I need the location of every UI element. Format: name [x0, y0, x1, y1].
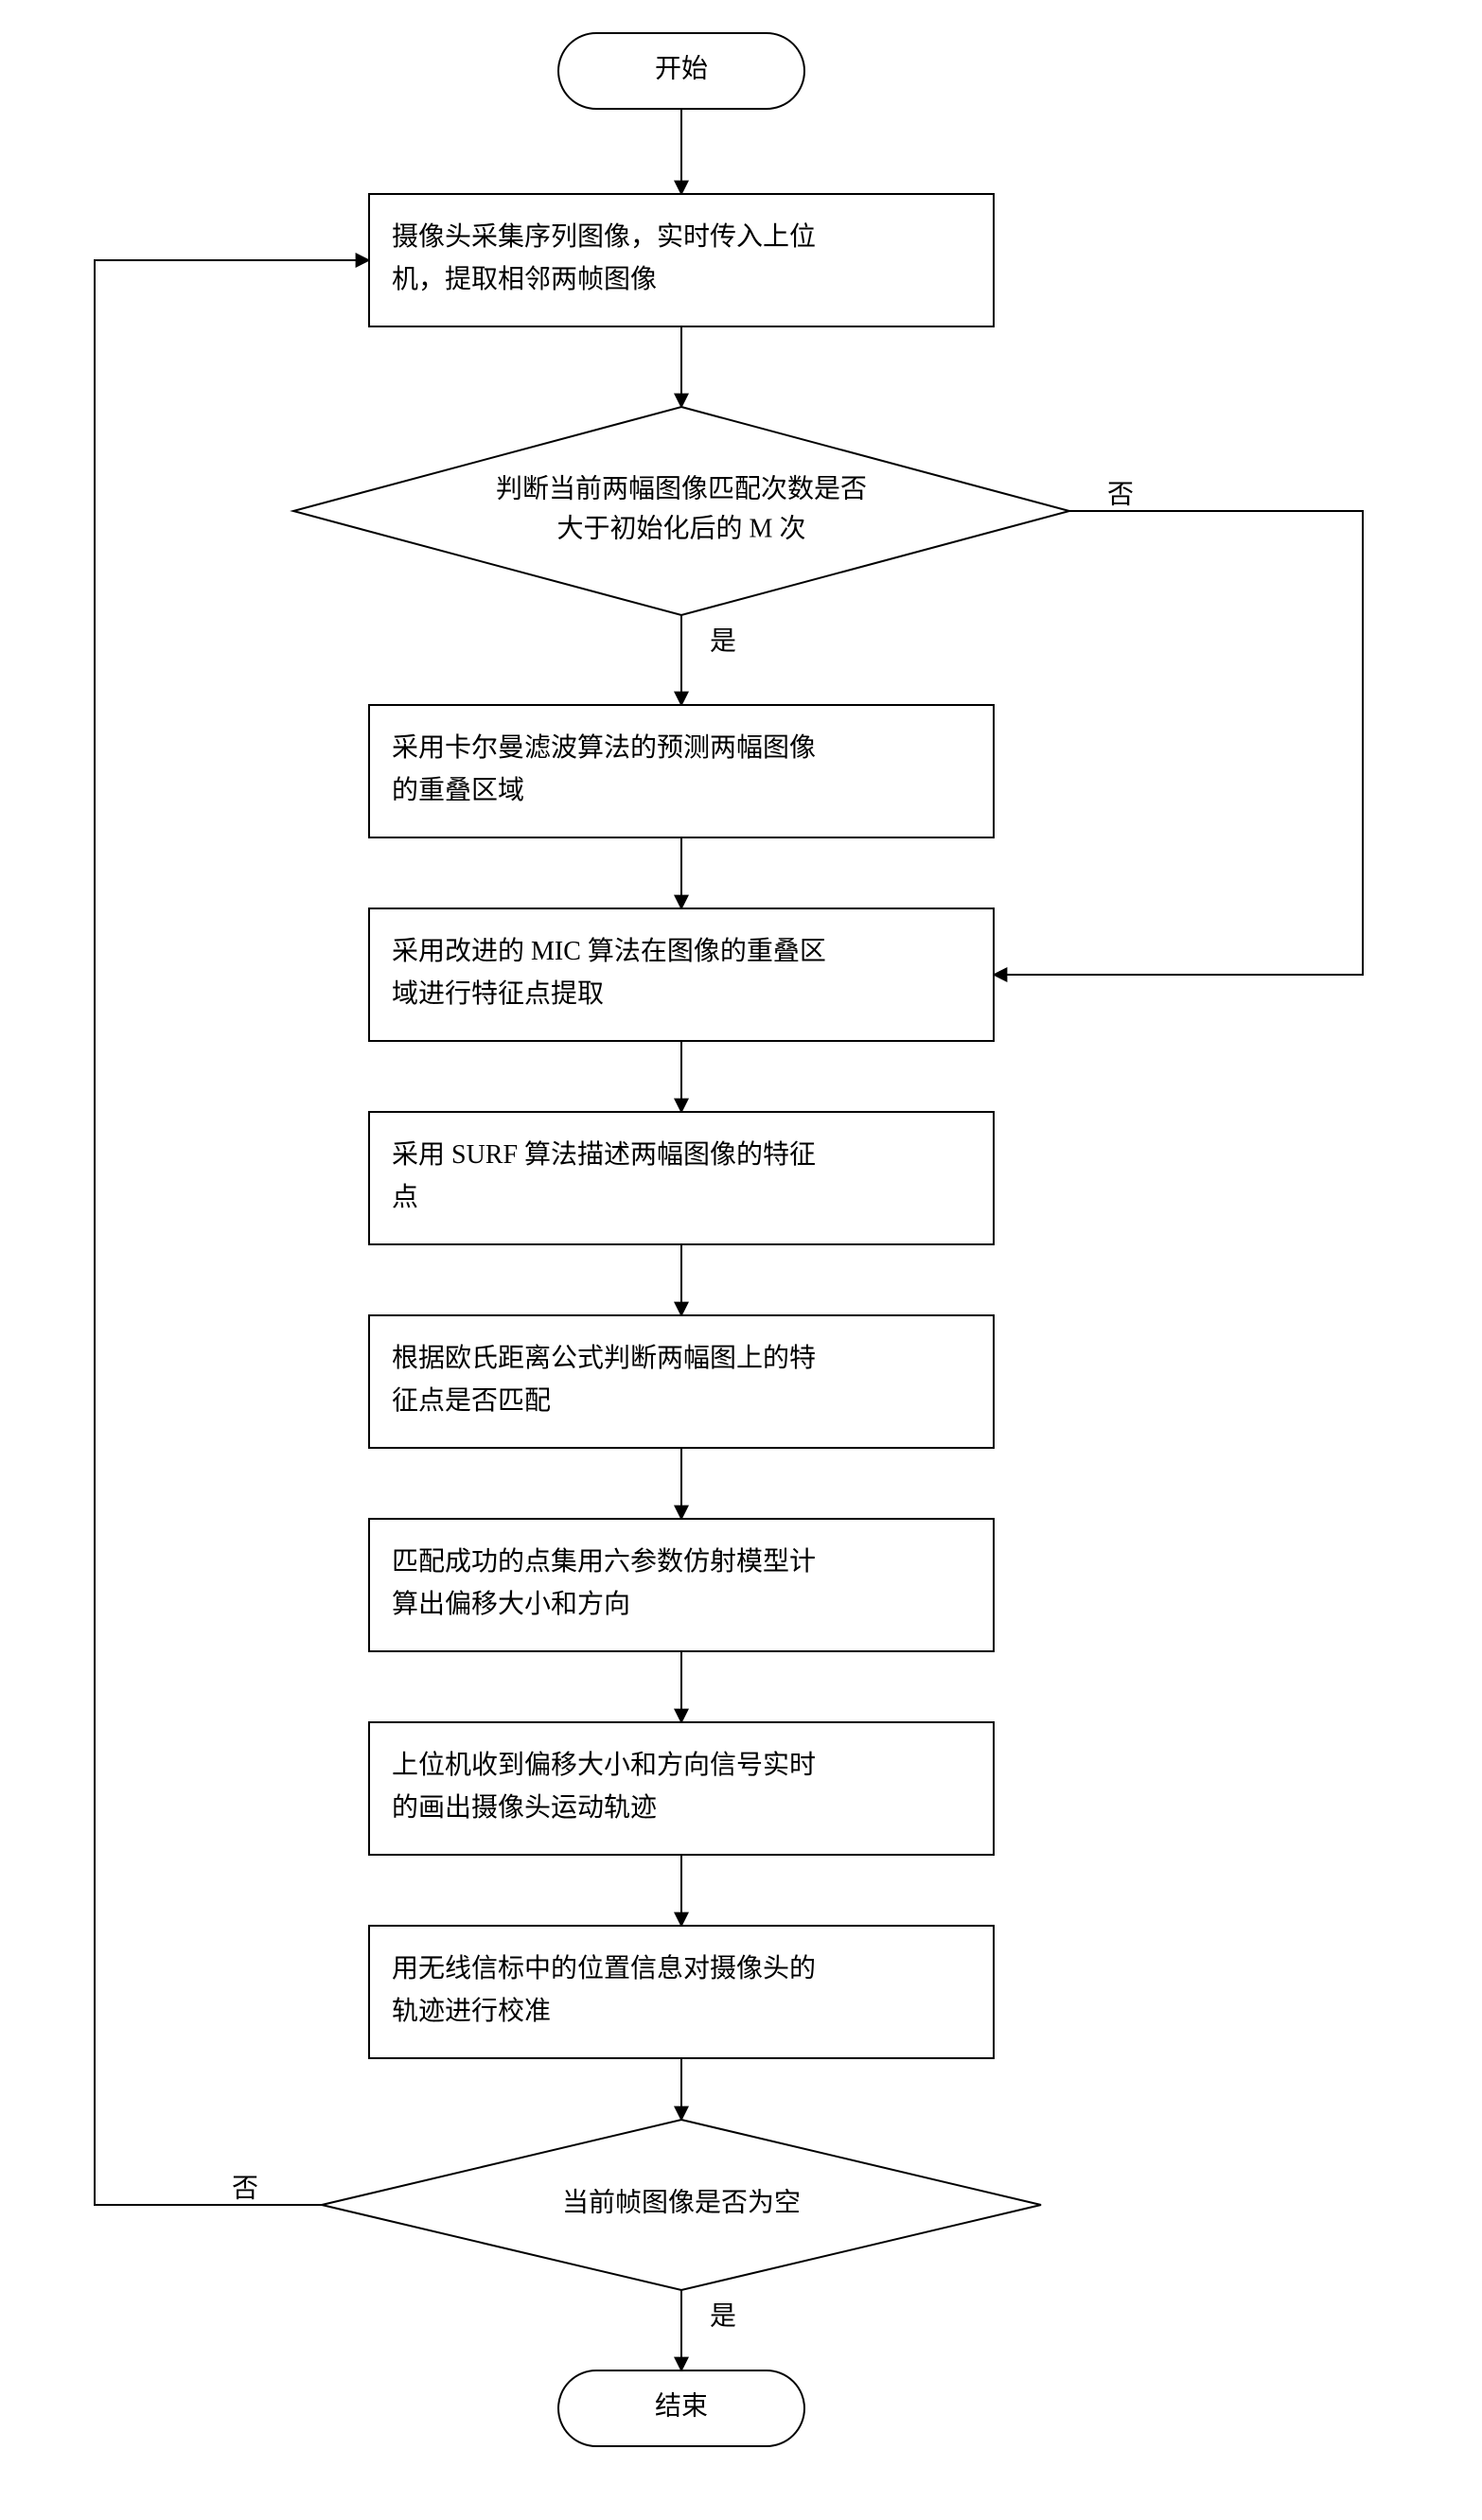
node-n7: 上位机收到偏移大小和方向信号实时的画出摄像头运动轨迹	[369, 1722, 994, 1855]
edge-label: 是	[710, 626, 736, 656]
svg-text:的画出摄像头运动轨迹: 的画出摄像头运动轨迹	[392, 1792, 657, 1823]
svg-text:判断当前两幅图像匹配次数是否: 判断当前两幅图像匹配次数是否	[496, 473, 867, 503]
node-d2: 当前帧图像是否为空	[322, 2120, 1041, 2290]
node-n3: 采用改进的 MIC 算法在图像的重叠区域进行特征点提取	[369, 908, 994, 1041]
edge-d2-n1	[95, 260, 369, 2205]
node-n8: 用无线信标中的位置信息对摄像头的轨迹进行校准	[369, 1926, 994, 2058]
svg-text:点: 点	[392, 1183, 418, 1212]
node-n5: 根据欧氏距离公式判断两幅图上的特征点是否匹配	[369, 1315, 994, 1448]
svg-text:域进行特征点提取: 域进行特征点提取	[392, 978, 604, 1009]
svg-text:匹配成功的点集用六参数仿射模型计: 匹配成功的点集用六参数仿射模型计	[392, 1546, 816, 1577]
edge-label: 否	[232, 2174, 258, 2203]
node-n6: 匹配成功的点集用六参数仿射模型计算出偏移大小和方向	[369, 1519, 994, 1651]
node-n1: 摄像头采集序列图像，实时传入上位机，提取相邻两帧图像	[369, 194, 994, 326]
svg-text:摄像头采集序列图像，实时传入上位: 摄像头采集序列图像，实时传入上位	[392, 221, 816, 252]
edge-d1-n3	[994, 511, 1363, 975]
svg-text:当前帧图像是否为空: 当前帧图像是否为空	[562, 2187, 801, 2217]
svg-text:结束: 结束	[655, 2390, 708, 2421]
node-n2: 采用卡尔曼滤波算法的预测两幅图像的重叠区域	[369, 705, 994, 837]
node-end: 结束	[558, 2370, 804, 2446]
svg-text:采用 SURF 算法描述两幅图像的特征: 采用 SURF 算法描述两幅图像的特征	[392, 1139, 816, 1170]
node-start: 开始	[558, 33, 804, 109]
edge-label: 否	[1107, 480, 1134, 509]
svg-text:开始: 开始	[655, 53, 708, 83]
svg-text:上位机收到偏移大小和方向信号实时: 上位机收到偏移大小和方向信号实时	[392, 1750, 816, 1780]
svg-text:采用改进的 MIC 算法在图像的重叠区: 采用改进的 MIC 算法在图像的重叠区	[392, 936, 826, 966]
node-n4: 采用 SURF 算法描述两幅图像的特征点	[369, 1112, 994, 1244]
edge-label: 是	[710, 2301, 736, 2331]
svg-text:根据欧氏距离公式判断两幅图上的特: 根据欧氏距离公式判断两幅图上的特	[392, 1343, 816, 1373]
svg-text:轨迹进行校准: 轨迹进行校准	[392, 1996, 551, 2026]
svg-text:的重叠区域: 的重叠区域	[392, 775, 524, 805]
node-d1: 判断当前两幅图像匹配次数是否大于初始化后的 M 次	[293, 407, 1069, 615]
svg-text:征点是否匹配: 征点是否匹配	[392, 1385, 551, 1416]
svg-text:算出偏移大小和方向: 算出偏移大小和方向	[392, 1589, 630, 1619]
flowchart: 是是否否 开始摄像头采集序列图像，实时传入上位机，提取相邻两帧图像判断当前两幅图…	[0, 0, 1482, 2520]
svg-text:用无线信标中的位置信息对摄像头的: 用无线信标中的位置信息对摄像头的	[392, 1953, 816, 1983]
svg-text:大于初始化后的 M 次: 大于初始化后的 M 次	[557, 513, 806, 543]
svg-text:机，提取相邻两帧图像: 机，提取相邻两帧图像	[392, 264, 657, 294]
svg-text:采用卡尔曼滤波算法的预测两幅图像: 采用卡尔曼滤波算法的预测两幅图像	[392, 732, 816, 763]
